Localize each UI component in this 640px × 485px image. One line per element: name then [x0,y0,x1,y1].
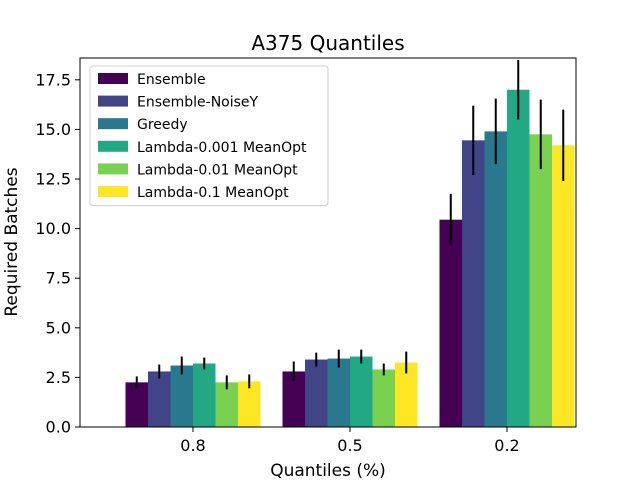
bar-4-1 [193,363,216,427]
bar-2-3 [462,140,485,427]
x-tick-label-1: 0.8 [180,436,205,455]
y-tick-label-3: 5.0 [46,318,71,337]
legend-swatch-1 [98,73,128,84]
legend-swatch-4 [98,140,128,152]
bar-5-3 [529,134,552,427]
bar-5-1 [215,382,238,427]
y-tick-label-4: 7.5 [46,269,71,288]
y-tick-label-5: 10.0 [35,219,71,238]
legend: Ensemble Ensemble-NoiseY Greedy Lambda-0.00… [89,65,329,207]
legend-label-3: Greedy [137,117,188,133]
bar-6-3 [552,145,575,428]
legend-swatch-2 [98,95,128,107]
bar-3-2 [327,358,350,427]
y-tick-label-1: 0.0 [46,418,71,437]
bar-5-2 [372,369,395,427]
y-axis-label: Required Batches [2,167,22,316]
bar-1-1 [125,382,148,427]
legend-label-4: Lambda-0.001 MeanOpt [137,140,307,156]
x-tick-label-3: 0.2 [494,436,519,455]
bar-6-2 [395,362,418,427]
bar-4-3 [507,89,530,428]
legend-swatch-6 [98,186,128,197]
x-axis-label: Quantiles (%) [270,461,386,480]
bar-1-3 [439,219,462,427]
legend-swatch-5 [98,163,128,175]
bar-2-2 [305,359,328,427]
y-tick-label-7: 15.0 [35,120,71,139]
errorbar-group [135,59,565,390]
plot-frame [79,57,577,428]
legend-label-2: Ensemble-NoiseY [137,95,259,111]
x-tick-label-2: 0.5 [337,436,362,455]
legend-swatch-3 [98,118,128,130]
bar-1-2 [282,371,305,427]
legend-label-5: Lambda-0.01 MeanOpt [137,162,298,178]
bar-group [125,89,575,428]
x-axis: 0.8 0.5 0.2 [180,427,520,455]
bar-2-1 [148,371,171,427]
y-axis: 0.0 2.5 5.0 7.5 10.0 12.5 15.0 17.5 [35,70,80,437]
chart-title: A375 Quantiles [251,31,404,55]
bar-3-3 [484,131,507,427]
legend-label-1: Ensemble [137,72,206,88]
y-tick-label-6: 12.5 [35,170,71,189]
bar-4-2 [350,356,373,427]
y-tick-label-8: 17.5 [35,70,71,89]
bar-6-1 [238,381,261,427]
bar-3-1 [170,365,193,427]
legend-label-6: Lambda-0.1 MeanOpt [137,185,289,201]
y-tick-label-2: 2.5 [46,368,71,387]
legend-frame [89,65,329,207]
